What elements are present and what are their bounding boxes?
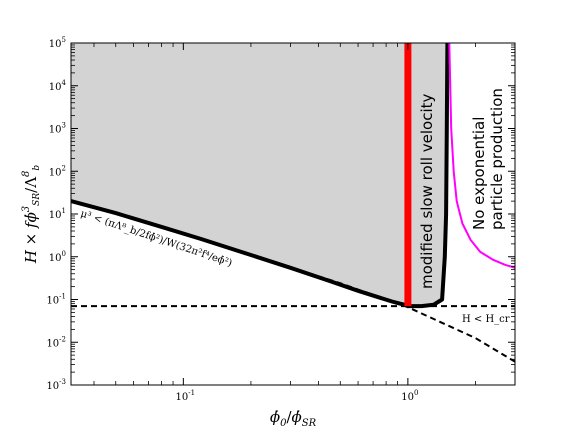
no-production-label: No exponential particle production: [470, 88, 506, 230]
excluded-region-shading: [71, 43, 448, 307]
ticks-layer: 10-3 10-2 10-1 100 101 102 103 104 105 10-1 100: [46, 36, 516, 403]
svg-text:ϕ̇0/ϕ̇SR: ϕ̇0/ϕ̇SR: [270, 408, 317, 429]
boundary-curve: [71, 43, 450, 309]
y-tick-label: 101: [49, 207, 66, 221]
y-tick-label: 105: [49, 36, 66, 50]
no-production-label-line1: No exponential: [470, 117, 488, 230]
y-tick-label: 10-2: [46, 335, 66, 349]
data-layer: [71, 43, 515, 363]
x-tick-label: 100: [401, 389, 418, 403]
y-tick-label: 10-1: [46, 293, 66, 307]
plot-frame: [70, 42, 516, 386]
y-tick-label: 10-3: [46, 378, 66, 392]
h-threshold-annotation: H < H_cr: [462, 314, 510, 325]
y-tick-label: 103: [49, 122, 66, 136]
no-production-label-line2: particle production: [488, 88, 506, 230]
y-tick-label: 100: [49, 250, 66, 264]
y-tick-label: 102: [49, 164, 66, 178]
y-axis-title: H × fϕ̇3SR/Λ8b: [21, 165, 42, 265]
x-axis-title: ϕ̇0/ϕ̇SR: [270, 408, 317, 429]
no-production-curve: [448, 43, 515, 269]
y-tick-label: 104: [49, 79, 67, 93]
x-tick-label: 10-1: [176, 389, 196, 403]
slow-roll-label: modified slow roll velocity: [418, 93, 436, 289]
svg-text:H × fϕ̇3SR/Λ8b: H × fϕ̇3SR/Λ8b: [21, 165, 42, 265]
